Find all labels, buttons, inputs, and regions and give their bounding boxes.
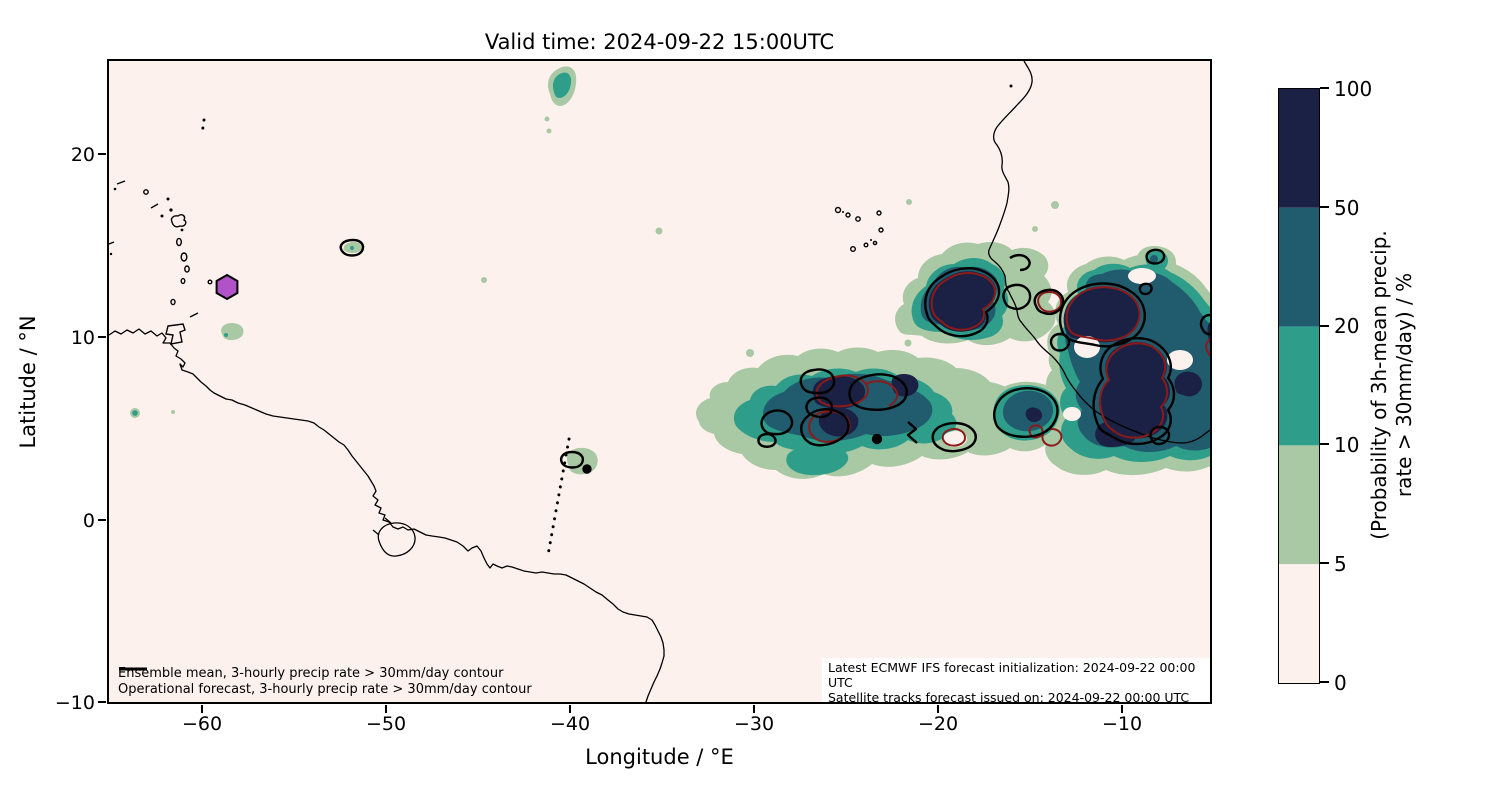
colorbar: [1278, 88, 1320, 684]
legend-label-ensemble: Ensemble mean, 3-hourly precip rate > 30…: [118, 666, 504, 681]
operational-contours: [339, 238, 1210, 474]
st-lucia-island: [184, 265, 190, 273]
map-canvas: [109, 61, 1210, 702]
tobago-island: [189, 312, 199, 318]
grenada-island: [170, 298, 176, 306]
colorbar-tick: [1320, 562, 1329, 564]
x-tick-label: −20: [917, 713, 959, 735]
colorbar-title: (Probability of 3h-mean precip. rate > 3…: [1367, 230, 1417, 540]
satellite-track-short: [200, 118, 206, 136]
x-tick: [937, 705, 939, 713]
legend-line-operational-icon: [119, 667, 147, 671]
africa-coastline: [988, 61, 1210, 444]
y-tick: [98, 701, 106, 703]
colorbar-title-line2: rate > 30mm/day) / %: [1392, 272, 1416, 498]
y-axis-label: Latitude / °N: [16, 315, 40, 449]
y-tick: [98, 336, 106, 338]
martinique-island: [180, 252, 188, 262]
y-tick-label: 0: [82, 510, 95, 532]
colorbar-tick: [1320, 206, 1329, 208]
amazon-inlet: [372, 517, 392, 536]
coastal-dot: [1009, 84, 1013, 88]
x-tick: [569, 705, 571, 713]
barbados-island: [207, 279, 213, 285]
y-tick: [98, 153, 106, 155]
coastlines: [109, 61, 1210, 702]
y-tick-label: 10: [70, 327, 95, 349]
tc-position-marker: [215, 273, 239, 301]
plot-title: Valid time: 2024-09-22 15:00UTC: [484, 30, 835, 54]
colorbar-tick-label: 10: [1334, 433, 1360, 457]
info-line-initialization: Latest ECMWF IFS forecast initialization…: [828, 660, 1196, 690]
x-tick: [1121, 705, 1123, 713]
x-tick: [385, 705, 387, 713]
map-plot: Ensemble mean, 3-hourly precip rate > 30…: [107, 59, 1212, 704]
islands: [109, 180, 884, 345]
cape-verde-islands: [834, 206, 884, 252]
trinidad-island: [165, 323, 186, 345]
st-vincent-island: [180, 277, 186, 285]
colorbar-tick: [1320, 443, 1329, 445]
colorbar-tick: [1320, 681, 1329, 683]
colorbar-tick-label: 20: [1334, 314, 1360, 338]
satellite-tracks: [200, 118, 571, 557]
colorbar-title-line1: (Probability of 3h-mean precip.: [1367, 230, 1391, 540]
x-tick-label: −40: [549, 713, 591, 735]
guadeloupe-island: [170, 214, 187, 228]
colorbar-tick: [1320, 325, 1329, 327]
colorbar-tick-label: 50: [1334, 196, 1360, 220]
legend-item-operational: Operational forecast, 3-hourly precip ra…: [118, 667, 532, 698]
colorbar-tick: [1320, 87, 1329, 89]
y-tick-label: −10: [54, 692, 95, 714]
dominica-island: [175, 237, 182, 247]
colorbar-tick-label: 100: [1334, 77, 1373, 101]
forecast-info-box: Latest ECMWF IFS forecast initialization…: [822, 658, 1210, 704]
y-tick: [98, 519, 106, 521]
y-tick-label: 20: [70, 144, 95, 166]
marajo-island: [377, 522, 416, 557]
satellite-track-main: [546, 437, 571, 557]
south-america-coastline: [109, 328, 665, 702]
colorbar-gradient: [1279, 89, 1319, 683]
antilles-dash: [109, 180, 159, 245]
info-line-satellite: Satellite tracks forecast issued on: 202…: [828, 690, 1190, 704]
x-tick: [753, 705, 755, 713]
x-tick: [201, 705, 203, 713]
x-tick-label: −30: [733, 713, 775, 735]
x-axis-label: Longitude / °E: [585, 745, 734, 769]
x-tick-label: −60: [181, 713, 223, 735]
x-tick-label: −10: [1101, 713, 1143, 735]
colorbar-tick-label: 5: [1334, 552, 1347, 576]
legend-item-ensemble: Ensemble mean, 3-hourly precip rate > 30…: [118, 666, 532, 682]
x-tick-label: −50: [365, 713, 407, 735]
legend-label-operational: Operational forecast, 3-hourly precip ra…: [118, 682, 532, 697]
map-legend: Ensemble mean, 3-hourly precip rate > 30…: [118, 666, 532, 698]
colorbar-tick-label: 0: [1334, 671, 1347, 695]
